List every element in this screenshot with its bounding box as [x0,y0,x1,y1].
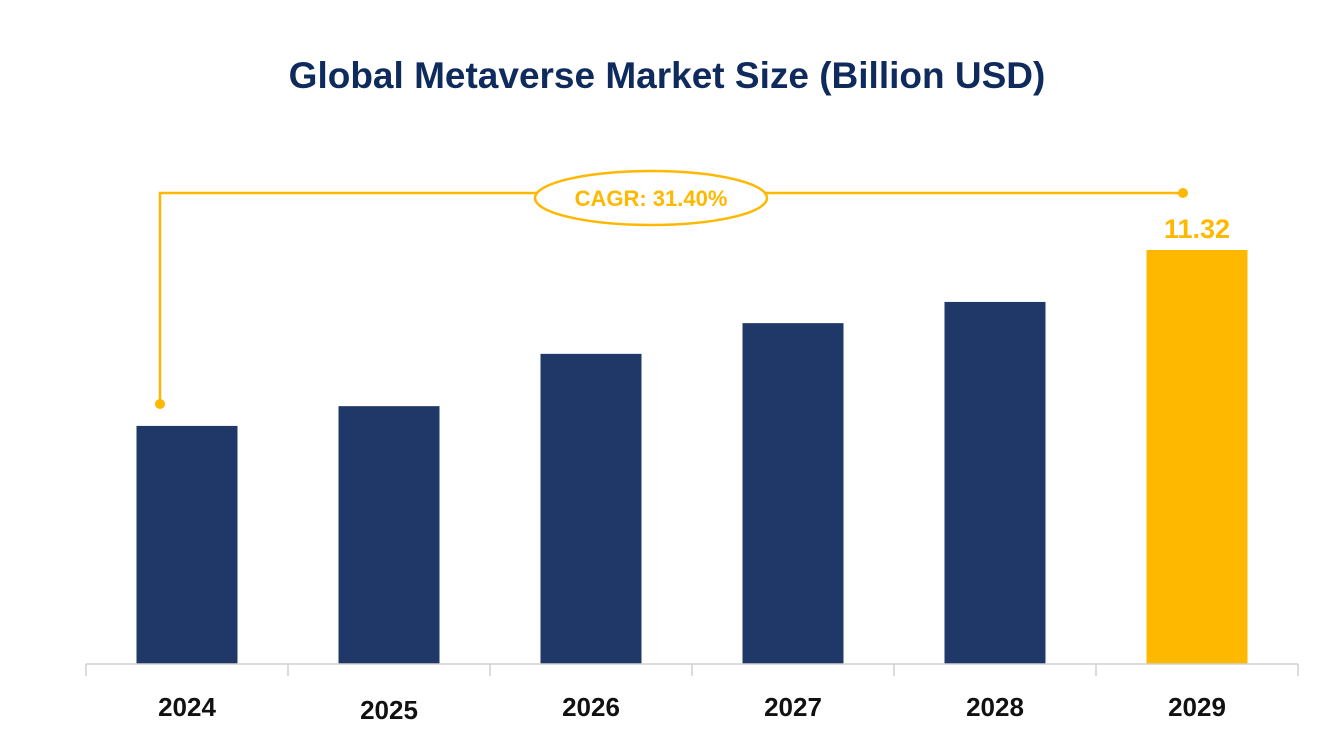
x-tick-label: 2028 [966,692,1024,722]
bar-2025 [338,406,440,664]
chart-title: Global Metaverse Market Size (Billion US… [289,55,1046,96]
cagr-start-dot [155,399,165,409]
bar-2028 [944,301,1046,664]
bar-2024 [136,425,238,664]
x-tick-label: 2024 [158,692,216,722]
bar-2029 [1146,250,1248,664]
data-label: 11.32 [1164,214,1230,244]
cagr-end-dot [1178,188,1188,198]
cagr-annotation: CAGR: 31.40% [155,169,1188,409]
bar-2027 [742,323,844,664]
x-tick-label: 2026 [562,692,620,722]
x-tick-label: 2029 [1168,692,1226,722]
cagr-label: CAGR: 31.40% [575,186,728,211]
bar-2026 [540,353,642,664]
cagr-ellipse [533,169,769,227]
cagr-bracket-line [158,191,1183,404]
x-tick-label: 2027 [764,692,822,722]
x-tick-label: 2025 [360,695,418,725]
